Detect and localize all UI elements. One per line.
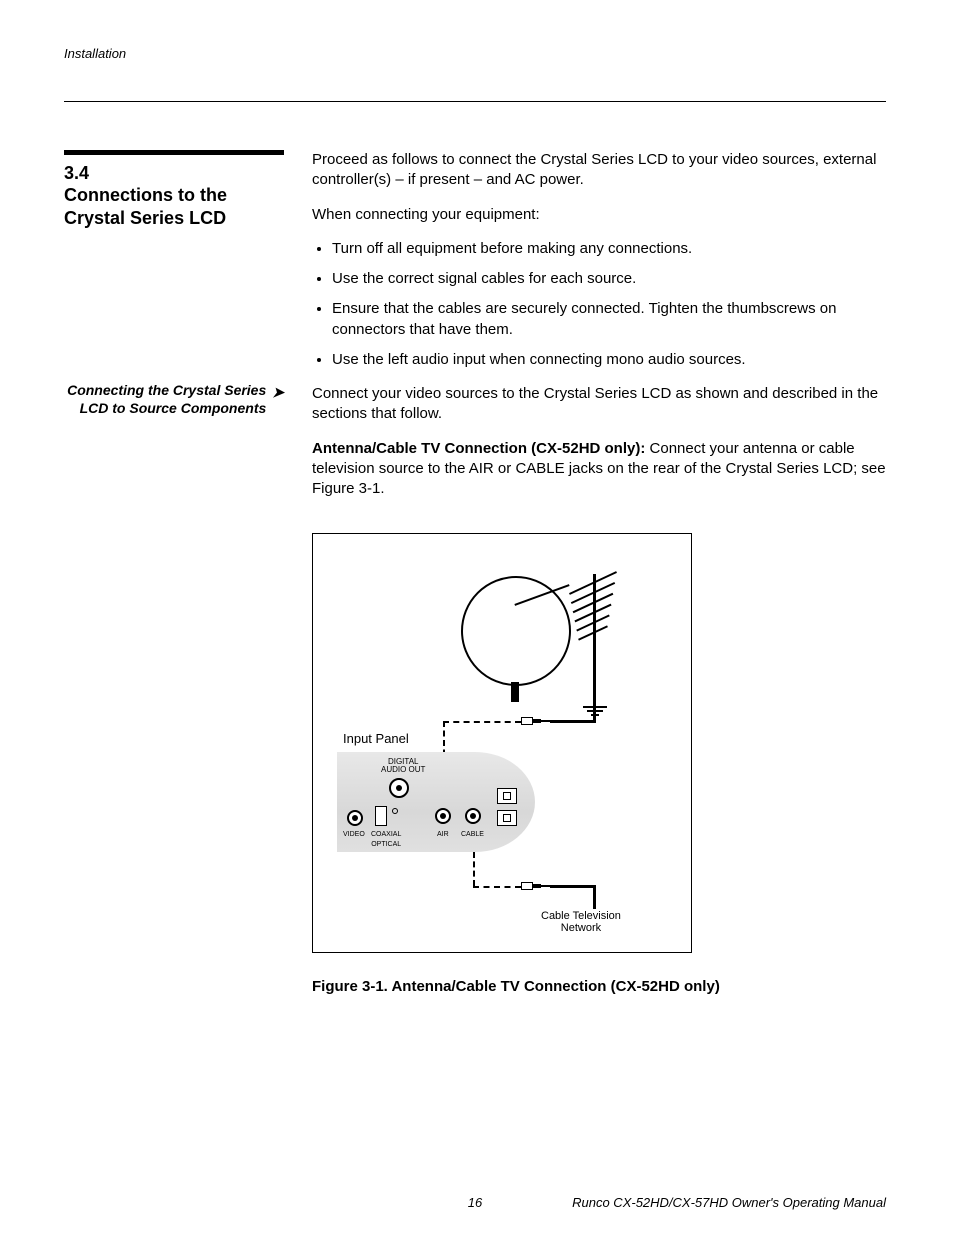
- coaxial-label: COAXIAL OPTICAL: [371, 830, 401, 849]
- port-icon: [497, 788, 517, 804]
- section-number: 3.4: [64, 163, 284, 184]
- subsection-label: Connecting the Crystal Series LCD to Sou…: [64, 381, 266, 417]
- section-bar: [64, 150, 284, 155]
- intro-paragraph: Proceed as follows to connect the Crysta…: [312, 150, 886, 191]
- left-column: 3.4 Connections to the Crystal Series LC…: [64, 150, 284, 998]
- cable-network-label: Cable Television Network: [541, 910, 621, 934]
- dotted-line: [473, 886, 521, 888]
- wire: [550, 720, 596, 723]
- panel-label: Input Panel: [343, 730, 409, 748]
- input-panel: DIGITAL AUDIO OUT VIDEO COAXIAL OPTICAL …: [337, 752, 535, 852]
- list-item: Turn off all equipment before making any…: [332, 239, 886, 259]
- jack-icon: [465, 808, 481, 824]
- antenna-bold: Antenna/Cable TV Connection (CX-52HD onl…: [312, 440, 650, 457]
- dish-base: [511, 682, 519, 702]
- video-label: VIDEO: [343, 830, 365, 839]
- bullet-list: Turn off all equipment before making any…: [312, 239, 886, 370]
- right-column: Proceed as follows to connect the Crysta…: [312, 150, 886, 998]
- header-rule: [64, 101, 886, 102]
- subsection-heading: Connecting the Crystal Series LCD to Sou…: [64, 381, 284, 417]
- connect-paragraph: Connect your video sources to the Crysta…: [312, 384, 886, 425]
- dish-icon: [461, 576, 571, 686]
- digital-audio-label: DIGITAL AUDIO OUT: [381, 758, 425, 774]
- list-item: Use the correct signal cables for each s…: [332, 269, 886, 289]
- optical-jack-icon: [375, 806, 387, 826]
- manual-title: Runco CX-52HD/CX-57HD Owner's Operating …: [572, 1195, 886, 1210]
- jack-icon: [347, 810, 363, 826]
- figure-3-1: Input Panel DIGITAL AUDIO OUT VIDEO COAX…: [312, 533, 692, 953]
- list-item: Use the left audio input when connecting…: [332, 350, 886, 370]
- connector-icon: [521, 715, 551, 727]
- jack-icon: [435, 808, 451, 824]
- dotted-line: [443, 721, 521, 723]
- when-paragraph: When connecting your equipment:: [312, 205, 886, 225]
- wire: [550, 885, 596, 888]
- connector-icon: [521, 880, 551, 892]
- antenna-paragraph: Antenna/Cable TV Connection (CX-52HD onl…: [312, 439, 886, 500]
- cable-label: CABLE: [461, 830, 484, 839]
- port-icon: [497, 810, 517, 826]
- screw-icon: [392, 808, 398, 814]
- running-header: Installation: [64, 46, 886, 61]
- figure-caption: Figure 3-1. Antenna/Cable TV Connection …: [312, 977, 886, 997]
- air-label: AIR: [437, 830, 449, 839]
- content: 3.4 Connections to the Crystal Series LC…: [64, 150, 886, 998]
- dotted-line: [473, 852, 475, 886]
- section-title: Connections to the Crystal Series LCD: [64, 184, 284, 231]
- arrow-icon: ➤: [272, 381, 284, 401]
- jack-icon: [389, 778, 409, 798]
- list-item: Ensure that the cables are securely conn…: [332, 299, 886, 340]
- wire: [593, 885, 596, 909]
